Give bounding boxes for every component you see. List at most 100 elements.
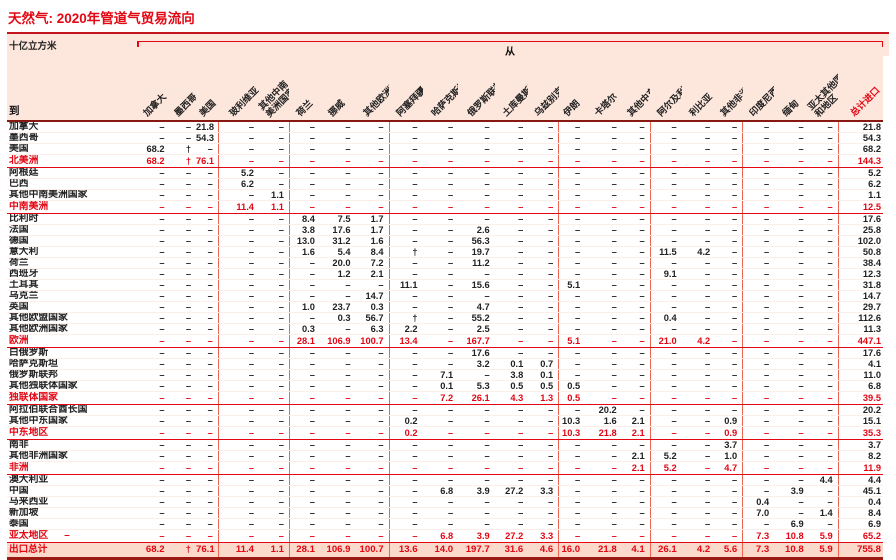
row-label: 白俄罗斯 (7, 347, 136, 359)
cell: – (258, 485, 290, 497)
cell: – (621, 474, 651, 486)
cell: – (621, 529, 651, 543)
cell: 5.9 (808, 529, 839, 543)
cell: – (319, 143, 356, 155)
cell: – (355, 121, 390, 133)
cell: – (585, 485, 622, 497)
cell: – (135, 224, 170, 236)
cell: – (494, 268, 529, 280)
cell: 14.7 (837, 290, 883, 302)
cell: 11.4 (217, 542, 259, 560)
cell: – (422, 518, 459, 530)
cell: – (217, 415, 259, 427)
cell: – (494, 439, 529, 451)
cell: 0.3 (319, 312, 356, 324)
column-header-10: 俄罗斯联邦 (458, 56, 505, 122)
cell: – (196, 143, 219, 155)
cell: – (422, 189, 459, 201)
cell: – (681, 496, 716, 508)
cell: – (196, 189, 219, 201)
cell: – (388, 167, 423, 179)
cell: – (458, 143, 495, 155)
cell: – (774, 474, 809, 486)
cell: 0.3 (355, 301, 390, 313)
cell: – (558, 485, 586, 497)
cell: – (422, 450, 459, 462)
cell: – (494, 301, 529, 313)
cell: – (715, 224, 743, 236)
cell: 5.3 (458, 380, 495, 392)
cell: – (494, 290, 529, 302)
cell: – (196, 391, 219, 405)
cell: – (319, 380, 356, 392)
cell: – (217, 268, 259, 280)
cell: – (649, 358, 682, 370)
cell: 7.3 (742, 542, 775, 560)
cell: – (169, 369, 196, 381)
cell: – (422, 358, 459, 370)
cell: – (422, 334, 459, 348)
cell: – (196, 496, 219, 508)
cell: – (649, 507, 682, 519)
cell: – (355, 347, 390, 359)
cell: – (585, 246, 622, 258)
cell: 1.4 (808, 507, 839, 519)
cell: – (681, 132, 716, 144)
cell: 25.8 (837, 224, 883, 236)
cell: – (288, 404, 320, 416)
cell: – (135, 426, 170, 440)
table-row: 俄罗斯联邦 – – – – – – – – –7.1–3.8 0.1– – – – – – – – –11.0 (7, 369, 883, 381)
row-label: 亚太地区 – (7, 529, 136, 543)
table-row: 美国 68.2 † – – – – – – – – – – – – – – – – – – – –68.2 (7, 143, 883, 155)
cell: – (681, 268, 716, 280)
row-label: 北美洲 (7, 154, 136, 168)
cell: 167.7 (458, 334, 495, 348)
cell: – (742, 474, 775, 486)
cell: – (355, 518, 390, 530)
cell: – (388, 380, 423, 392)
table-row: 阿拉伯联合酋长国 – – – – – – – – – – – – – –20.2– – – – – – –20.2 (7, 404, 883, 416)
cell: – (649, 178, 682, 190)
cell: – (585, 290, 622, 302)
cell: – (681, 257, 716, 269)
cell: – (258, 529, 290, 543)
cell: – (715, 485, 743, 497)
cell: – (135, 167, 170, 179)
cell: 5.6 (715, 542, 743, 560)
cell: 6.9 (837, 518, 883, 530)
cell: – (135, 474, 170, 486)
cell: – (621, 347, 651, 359)
cell: 1.6 (288, 246, 320, 258)
cell: 4.2 (681, 334, 716, 348)
cell: – (217, 496, 259, 508)
cell: 3.3 (528, 485, 559, 497)
cell: – (742, 132, 775, 144)
table-row: 其他非洲国家 – – – – – – – – – – – – – – –2.1 5.2–1.0– – –8.2 (7, 450, 883, 462)
cell: – (774, 154, 809, 168)
cell: – (388, 178, 423, 190)
cell: – (494, 200, 529, 214)
cell: – (742, 485, 775, 497)
cell: – (494, 279, 529, 291)
cell: – (808, 200, 839, 214)
cell: – (458, 474, 495, 486)
cell: – (621, 334, 651, 348)
cell: – (808, 415, 839, 427)
cell: – (528, 189, 559, 201)
cell: – (196, 334, 219, 348)
cell: – (217, 301, 259, 313)
cell: 1.7 (355, 213, 390, 225)
cell: 3.8 (288, 224, 320, 236)
cell: – (558, 189, 586, 201)
cell: 68.2 (135, 143, 170, 155)
cell: – (808, 132, 839, 144)
cell: – (458, 439, 495, 451)
cell: – (319, 426, 356, 440)
cell: 68.2 (135, 542, 170, 560)
cell: – (681, 415, 716, 427)
cell: – (258, 224, 290, 236)
table-row: 其他中南美洲国家 – – – –1.1– – – – – – – – – – – – – – – – –1.1 (7, 189, 883, 201)
cell: 13.0 (288, 235, 320, 247)
cell: – (585, 121, 622, 133)
cell: – (558, 213, 586, 225)
